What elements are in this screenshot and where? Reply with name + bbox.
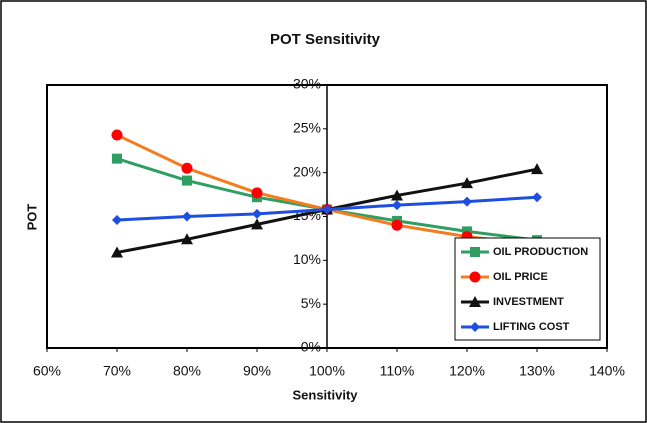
marker <box>392 200 402 211</box>
legend-label: OIL PRODUCTION <box>493 246 588 258</box>
legend-label: LIFTING COST <box>493 321 570 333</box>
x-tick-label: 100% <box>309 363 345 379</box>
marker <box>469 271 481 283</box>
marker <box>531 163 543 175</box>
chart-title: POT Sensitivity <box>270 31 381 48</box>
marker <box>111 246 123 258</box>
y-tick-label: 25% <box>293 120 321 136</box>
legend-label: INVESTMENT <box>493 296 564 308</box>
x-tick-label: 120% <box>449 363 485 379</box>
x-tick-label: 60% <box>33 363 61 379</box>
y-tick-label: 5% <box>301 295 321 311</box>
x-tick-label: 130% <box>519 363 555 379</box>
x-tick-label: 70% <box>103 363 131 379</box>
legend: OIL PRODUCTION OIL PRICE INVESTMENT LIFTING… <box>454 237 601 341</box>
marker <box>391 189 403 201</box>
marker <box>251 187 263 199</box>
marker <box>182 211 192 222</box>
y-tick-label: 0% <box>301 339 321 355</box>
marker <box>181 162 193 174</box>
marker <box>112 215 122 226</box>
marker <box>462 196 472 207</box>
x-axis-title: Sensitivity <box>292 387 358 402</box>
marker <box>112 153 122 164</box>
marker <box>470 247 480 257</box>
x-tick-label: 80% <box>173 363 201 379</box>
marker <box>470 322 480 332</box>
y-tick-label: 30% <box>293 76 321 92</box>
marker <box>391 219 403 231</box>
marker <box>182 175 192 186</box>
y-tick-label: 10% <box>293 251 321 267</box>
marker <box>252 208 262 219</box>
y-axis-title: POT <box>24 204 39 231</box>
x-tick-label: 90% <box>243 363 271 379</box>
marker <box>469 296 481 307</box>
marker <box>532 192 542 203</box>
marker <box>111 129 123 141</box>
marker <box>181 233 193 245</box>
x-tick-label: 110% <box>380 363 415 379</box>
legend-label: OIL PRICE <box>493 271 548 283</box>
marker <box>251 218 263 230</box>
marker <box>461 177 473 189</box>
y-tick-label: 20% <box>293 163 321 179</box>
x-tick-label: 140% <box>589 363 625 379</box>
marker <box>322 204 332 215</box>
